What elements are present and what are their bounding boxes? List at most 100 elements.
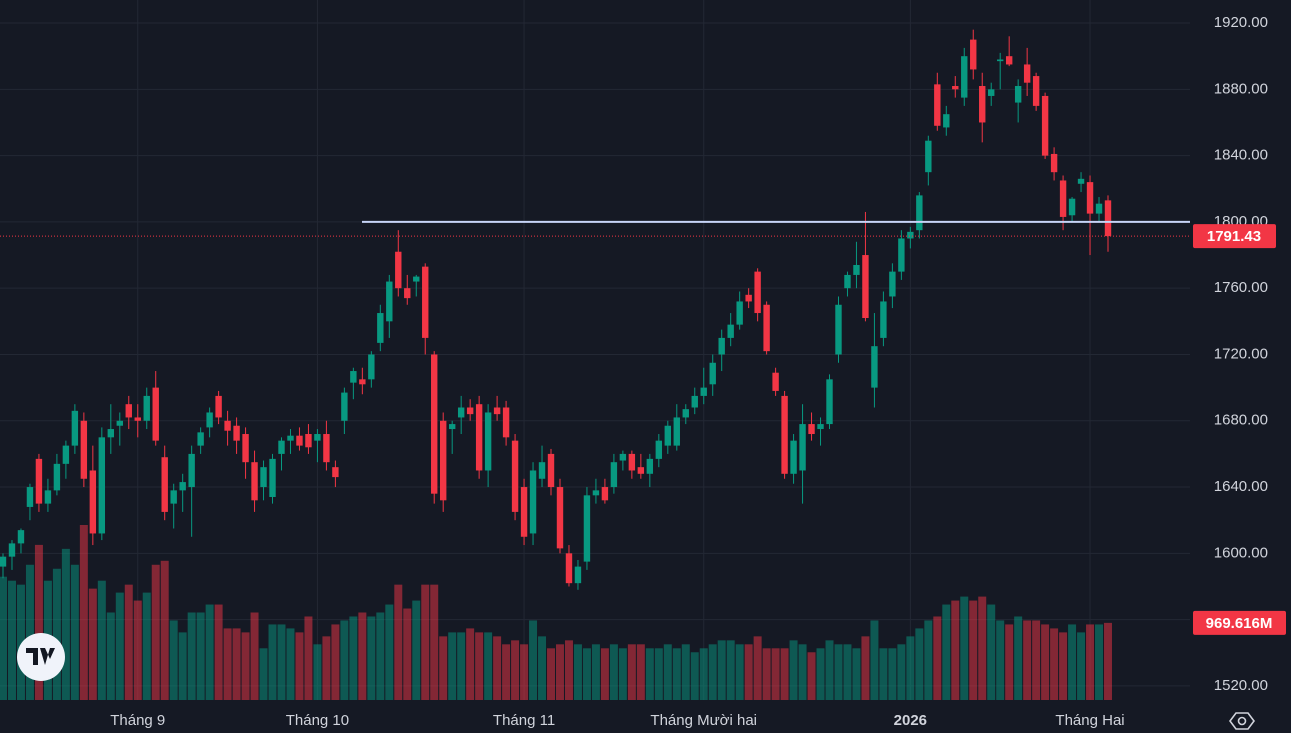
x-tick-label: 2026 [894,712,927,729]
candle-body [116,420,123,426]
volume-bar [564,640,573,700]
volume-bar [511,640,520,700]
candle-body [754,271,761,314]
volume-bar [538,636,547,700]
volume-bar [1104,622,1112,700]
volume-bar [286,628,295,700]
candle-body [961,56,968,98]
candle-body [619,453,627,461]
settings-icon[interactable] [1229,712,1255,730]
candle-body [673,417,680,446]
volume-bar [870,620,879,700]
candle-body [709,362,716,385]
volume-bar [717,640,726,700]
candle-body [817,424,824,430]
volume-bar [394,584,403,700]
volume-bar [520,644,529,700]
volume-bar [151,564,160,700]
candle-body [62,445,70,464]
candle-body [862,255,869,319]
volume-bar [645,648,654,700]
volume-bar [996,620,1005,700]
candle-body [215,395,222,418]
candle-body [1014,86,1022,103]
volume-bar [1023,620,1032,700]
candle-body [835,304,842,355]
candle-body [233,425,240,441]
volume-bar [1041,624,1050,700]
volume-bar [978,596,987,700]
candle-body [574,566,582,584]
candle-body [925,140,932,173]
volume-bar [61,548,70,700]
tradingview-logo[interactable] [17,633,65,681]
volume-bar [322,636,331,700]
candle-body [763,304,770,352]
volume-bar [295,632,304,700]
volume-bar [439,636,448,700]
volume-bar [529,620,538,700]
volume-bar [762,648,771,700]
candle-body [547,453,555,488]
candle-body [457,407,465,418]
candle-body [179,482,186,491]
y-tick-label: 1680.00 [1214,412,1268,429]
candle-body [359,379,366,385]
volume-bar [16,584,25,700]
candle-body [1095,203,1103,214]
volume-bar [0,576,7,700]
candle-body [979,86,986,123]
candle-body [628,453,636,471]
y-tick-label: 1880.00 [1214,80,1268,97]
volume-bar [708,644,717,700]
y-tick-label: 1600.00 [1214,544,1268,561]
volume-bar [70,564,79,700]
candle-body [251,462,258,501]
volume-bar [268,624,277,700]
candle-body [664,425,671,446]
volume-bar [1068,624,1077,700]
volume-bar [52,568,61,700]
x-tick-label: Tháng 11 [493,712,555,729]
candle-body [404,288,411,299]
volume-bar [223,628,232,700]
volume-bar [412,600,421,700]
volume-bar [591,644,600,700]
volume-bar [79,525,88,700]
candle-body [323,434,330,463]
candle-body [826,379,833,425]
candle-body [188,453,195,488]
volume-bar [636,644,645,700]
candle-body [368,354,375,380]
candle-body [943,114,950,128]
volume-bar [493,636,502,700]
volume-bar [367,616,376,700]
candle-body [1104,200,1112,237]
candle-body [305,434,312,448]
volume-bar [340,620,349,700]
volume-bar [618,648,627,700]
candle-body [565,553,573,584]
candle-body [431,354,438,494]
candle-body [224,420,231,431]
volume-bar [789,640,798,700]
y-tick-label: 1840.00 [1214,147,1268,164]
volume-bar [214,604,223,700]
candle-body [799,424,806,471]
candle-body [89,470,97,534]
last-price-label: 1791.43 [1207,228,1261,245]
volume-bar [600,648,609,700]
candle-body [1059,180,1067,217]
volume-bar [169,620,178,700]
candle-body [332,467,339,478]
volume-bar [843,644,852,700]
candle-body [646,458,654,474]
candle-body [592,490,600,496]
volume-bar [34,544,43,700]
candle-body [898,238,905,272]
candle-body [35,458,43,504]
candle-body [314,434,321,441]
volume-bar [502,644,511,700]
candle-body [206,412,213,428]
candle-body [413,276,420,282]
